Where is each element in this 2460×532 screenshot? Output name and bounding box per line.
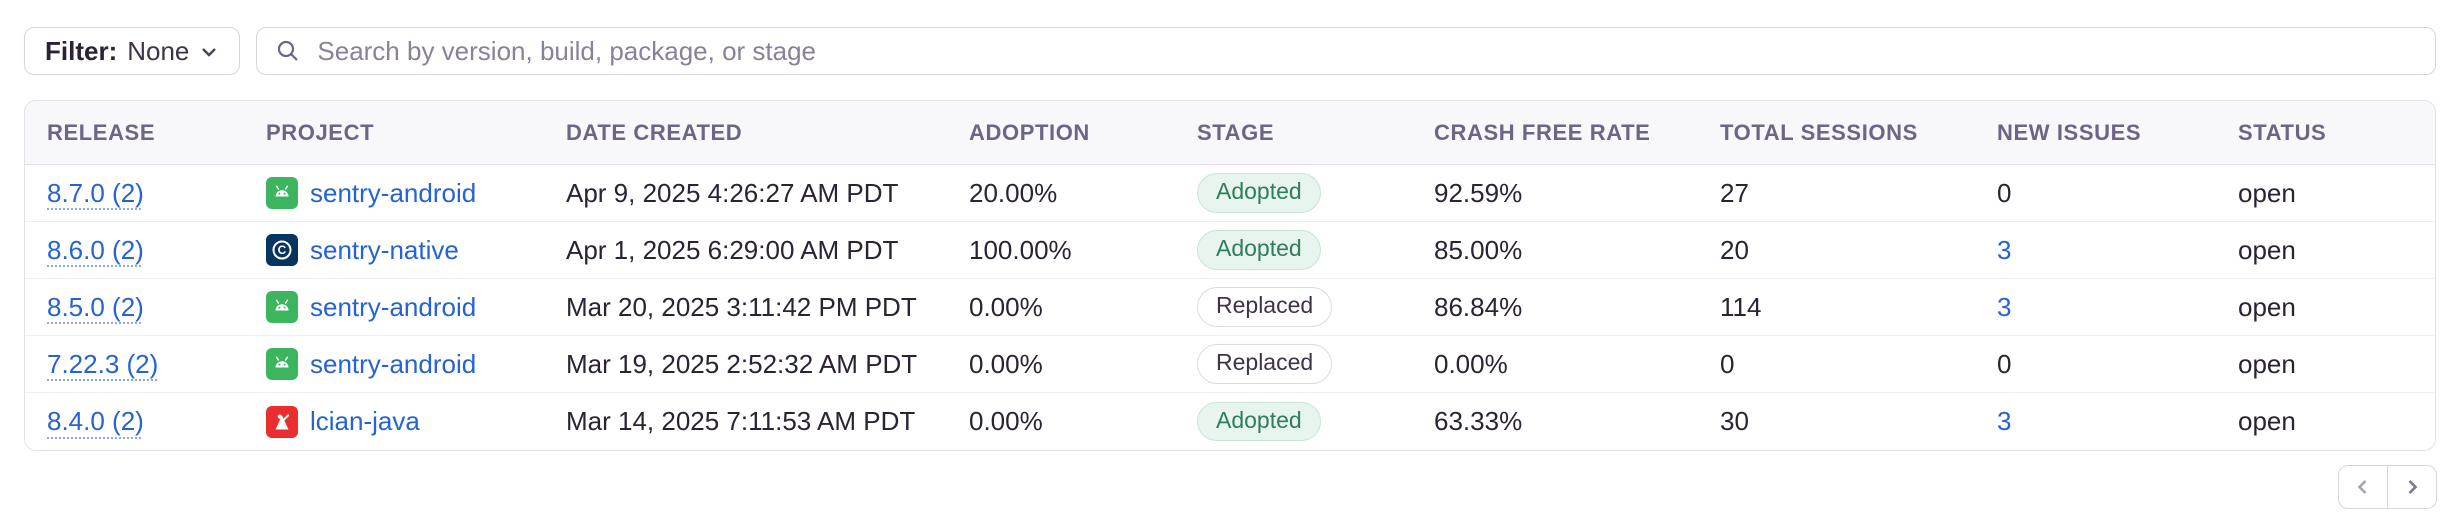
- adoption-value: 0.00%: [969, 406, 1043, 436]
- releases-table: RELEASE PROJECT DATE CREATED ADOPTION ST…: [24, 100, 2436, 451]
- crash-free-rate: 0.00%: [1434, 348, 1508, 379]
- new-issues-link[interactable]: 3: [1997, 406, 2012, 436]
- status-value: open: [2238, 406, 2296, 436]
- adoption-value: 100.00%: [969, 234, 1072, 265]
- project-link[interactable]: sentry-android: [310, 291, 477, 322]
- column-header-stage: STAGE: [1197, 119, 1275, 145]
- total-sessions: 30: [1720, 406, 1749, 436]
- crash-free-rate: 85.00%: [1434, 234, 1523, 265]
- table-row: 8.5.0 (2) C sentry-android Mar 20, 2025 …: [25, 279, 2435, 336]
- column-header-release: RELEASE: [47, 119, 156, 145]
- release-link[interactable]: 8.5.0 (2): [47, 291, 144, 322]
- stage-badge: Adopted: [1197, 230, 1321, 270]
- release-link[interactable]: 7.22.3 (2): [47, 348, 159, 379]
- total-sessions: 114: [1720, 291, 1762, 322]
- pagination-prev-button[interactable]: [2338, 465, 2388, 509]
- platform-android-icon: C: [266, 291, 298, 323]
- crash-free-rate: 86.84%: [1434, 291, 1523, 322]
- crash-free-rate: 92.59%: [1434, 177, 1523, 208]
- toolbar: Filter: None: [24, 27, 2436, 75]
- date-created: Apr 9, 2025 4:26:27 AM PDT: [566, 177, 899, 208]
- table-row: 8.6.0 (2) C sentry-native Apr 1, 2025 6:…: [25, 222, 2435, 279]
- new-issues-count: 0: [1997, 177, 2012, 208]
- release-link[interactable]: 8.4.0 (2): [47, 406, 144, 436]
- date-created: Mar 19, 2025 2:52:32 AM PDT: [566, 348, 918, 379]
- status-value: open: [2238, 234, 2296, 265]
- project-link[interactable]: sentry-android: [310, 348, 477, 379]
- new-issues-link[interactable]: 3: [1997, 291, 2012, 322]
- date-created: Mar 20, 2025 3:11:42 PM PDT: [566, 291, 917, 322]
- filter-label: Filter:: [45, 35, 118, 66]
- adoption-value: 20.00%: [969, 177, 1058, 208]
- crash-free-rate: 63.33%: [1434, 406, 1523, 436]
- stage-badge: Adopted: [1197, 401, 1321, 442]
- platform-java-icon: C: [266, 405, 298, 438]
- pagination-next-button[interactable]: [2387, 465, 2437, 509]
- new-issues-link[interactable]: 3: [1997, 234, 2012, 265]
- stage-badge: Replaced: [1197, 344, 1333, 384]
- status-value: open: [2238, 177, 2296, 208]
- date-created: Apr 1, 2025 6:29:00 AM PDT: [566, 234, 899, 265]
- svg-text:C: C: [278, 243, 287, 257]
- project-link[interactable]: sentry-native: [310, 234, 459, 265]
- column-header-project: PROJECT: [266, 119, 375, 145]
- chevron-right-icon: [2408, 480, 2418, 494]
- platform-android-icon: C: [266, 348, 298, 380]
- new-issues-count: 0: [1997, 348, 2012, 379]
- stage-badge: Replaced: [1197, 287, 1333, 327]
- column-header-new-issues: NEW ISSUES: [1997, 119, 2142, 145]
- column-header-status: STATUS: [2238, 119, 2327, 145]
- adoption-value: 0.00%: [969, 348, 1043, 379]
- chevron-left-icon: [2357, 480, 2367, 494]
- filter-dropdown-button[interactable]: Filter: None: [24, 27, 241, 75]
- status-value: open: [2238, 348, 2296, 379]
- date-created: Mar 14, 2025 7:11:53 AM PDT: [566, 406, 916, 436]
- stage-badge: Adopted: [1197, 173, 1321, 213]
- adoption-value: 0.00%: [969, 291, 1043, 322]
- search-input[interactable]: [256, 27, 2436, 75]
- release-link[interactable]: 8.6.0 (2): [47, 234, 144, 265]
- pagination: [2338, 465, 2437, 509]
- chevron-down-icon: [202, 48, 217, 57]
- total-sessions: 0: [1720, 348, 1735, 379]
- column-header-adoption: ADOPTION: [969, 119, 1090, 145]
- search-box: [256, 27, 2436, 75]
- table-row: 8.7.0 (2) C sentry-android Apr 9, 2025 4…: [25, 165, 2435, 222]
- column-header-date-created: DATE CREATED: [566, 119, 743, 145]
- search-icon: [278, 40, 299, 61]
- table-row: 7.22.3 (2) C sentry-android Mar 19, 2025…: [25, 336, 2435, 393]
- total-sessions: 20: [1720, 234, 1749, 265]
- column-header-crash-free-rate: CRASH FREE RATE: [1434, 119, 1651, 145]
- table-row: 8.4.0 (2) C lcian-java Mar 14, 2025 7:11…: [25, 393, 2435, 450]
- platform-android-icon: C: [266, 177, 298, 209]
- release-link[interactable]: 8.7.0 (2): [47, 177, 144, 208]
- total-sessions: 27: [1720, 177, 1749, 208]
- column-header-total-sessions: TOTAL SESSIONS: [1720, 119, 1918, 145]
- filter-value: None: [127, 35, 190, 66]
- platform-native-icon: C: [266, 234, 298, 266]
- table-header-row: RELEASE PROJECT DATE CREATED ADOPTION ST…: [25, 101, 2435, 165]
- project-link[interactable]: lcian-java: [310, 406, 420, 436]
- status-value: open: [2238, 291, 2296, 322]
- project-link[interactable]: sentry-android: [310, 177, 477, 208]
